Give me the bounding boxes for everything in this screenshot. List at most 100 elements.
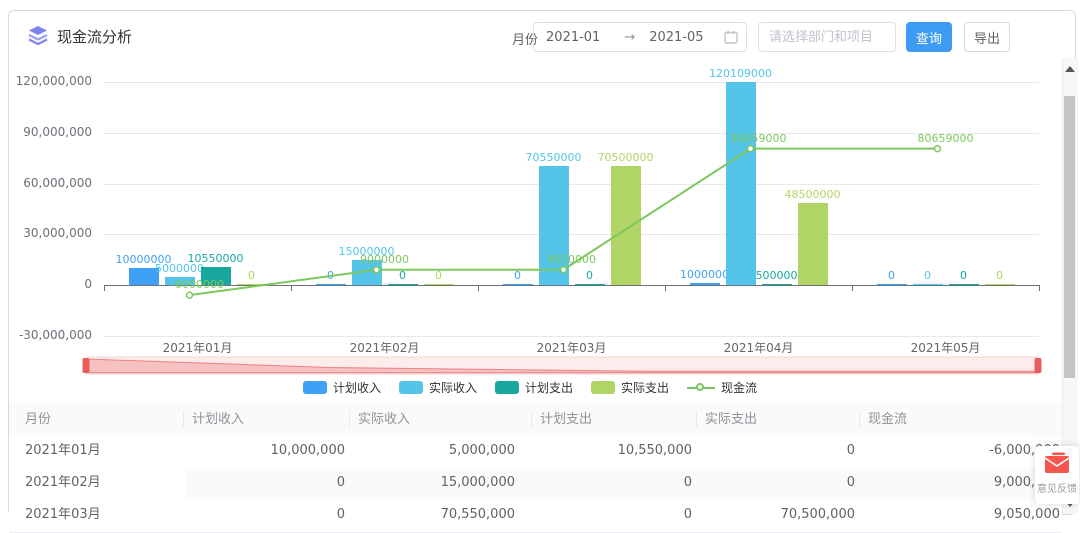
- bar-value-label: 10550000: [176, 252, 256, 265]
- cell-实际支出: 0: [695, 436, 855, 468]
- y-axis-tick-label: 0: [0, 277, 92, 291]
- x-axis-line: [104, 285, 1039, 286]
- line-value-label: 80659000: [906, 132, 986, 145]
- cell-实际支出: 0: [695, 468, 855, 500]
- legend-label: 现金流: [721, 379, 757, 396]
- bar-value-label: 70550000: [514, 151, 594, 164]
- bar-实际支出[interactable]: [424, 284, 454, 286]
- envelope-icon: [1044, 452, 1070, 474]
- cell-实际收入: 15,000,000: [355, 468, 515, 500]
- column-header-计划支出: 计划支出: [540, 403, 592, 436]
- bar-计划支出[interactable]: [575, 284, 605, 286]
- column-divider: [531, 411, 532, 428]
- legend-item-计划收入[interactable]: 计划收入: [303, 379, 381, 396]
- bar-实际支出[interactable]: [798, 203, 828, 285]
- legend-swatch: [399, 381, 423, 394]
- bar-计划支出[interactable]: [388, 284, 418, 286]
- legend-label: 实际支出: [621, 379, 669, 396]
- legend-label: 实际收入: [429, 379, 477, 396]
- line-value-label: 9000000: [345, 253, 425, 266]
- datazoom-track[interactable]: [86, 357, 1038, 374]
- cell-计划支出: 10,550,000: [532, 436, 692, 468]
- cell-实际收入: 70,550,000: [355, 500, 515, 532]
- legend-item-现金流[interactable]: 现金流: [687, 379, 757, 396]
- cell-计划支出: 0: [532, 500, 692, 532]
- legend-swatch: [303, 381, 327, 394]
- bar-value-label: 70500000: [586, 151, 666, 164]
- bar-实际收入[interactable]: [726, 82, 756, 285]
- gridline: [104, 234, 1039, 235]
- datazoom-left-handle[interactable]: [83, 358, 90, 373]
- y-axis-tick-label: -30,000,000: [0, 328, 92, 342]
- legend-swatch: [495, 381, 519, 394]
- bar-计划支出[interactable]: [949, 284, 979, 286]
- cell-实际支出: 70,500,000: [695, 500, 855, 532]
- legend-item-实际收入[interactable]: 实际收入: [399, 379, 477, 396]
- line-value-label: 80659000: [719, 132, 799, 145]
- x-axis-tick: [104, 285, 105, 291]
- line-point[interactable]: [935, 146, 941, 152]
- cell-现金流: 9,050,000: [900, 500, 1060, 532]
- y-axis-tick-label: 90,000,000: [0, 125, 92, 139]
- cell-月份: 2021年02月: [25, 468, 175, 500]
- x-axis-tick: [665, 285, 666, 291]
- legend-label: 计划收入: [333, 379, 381, 396]
- column-divider: [696, 411, 697, 428]
- legend-label: 计划支出: [525, 379, 573, 396]
- datazoom-data-shadow: [86, 359, 1038, 373]
- legend-swatch: [591, 381, 615, 394]
- column-header-实际支出: 实际支出: [705, 403, 757, 436]
- y-axis-tick-label: 60,000,000: [0, 176, 92, 190]
- feedback-label: 意见反馈: [1035, 480, 1079, 495]
- gridline: [104, 336, 1039, 337]
- column-header-现金流: 现金流: [868, 403, 907, 436]
- gridline: [104, 184, 1039, 185]
- gridline: [104, 133, 1039, 134]
- x-axis-category-label: 2021年05月: [886, 339, 1006, 356]
- bar-实际收入[interactable]: [539, 166, 569, 285]
- bar-计划收入[interactable]: [877, 284, 907, 286]
- cell-计划收入: 0: [185, 468, 345, 500]
- bar-计划支出[interactable]: [762, 284, 792, 286]
- x-axis-tick: [291, 285, 292, 291]
- cell-月份: 2021年01月: [25, 436, 175, 468]
- x-axis-tick: [852, 285, 853, 291]
- datazoom-right-handle[interactable]: [1035, 358, 1042, 373]
- legend-item-实际支出[interactable]: 实际支出: [591, 379, 669, 396]
- cell-月份: 2021年03月: [25, 500, 175, 532]
- bar-计划收入[interactable]: [316, 284, 346, 286]
- bar-value-label: 0: [399, 269, 479, 282]
- column-divider: [183, 411, 184, 428]
- bar-value-label: 48500000: [773, 188, 853, 201]
- bar-实际收入[interactable]: [913, 284, 943, 286]
- column-header-月份: 月份: [25, 403, 51, 436]
- column-divider: [859, 411, 860, 428]
- cell-计划收入: 0: [185, 500, 345, 532]
- bar-实际支出[interactable]: [611, 166, 641, 285]
- legend-item-计划支出[interactable]: 计划支出: [495, 379, 573, 396]
- x-axis-category-label: 2021年01月: [138, 339, 258, 356]
- chart-legend: 计划收入 实际收入 计划支出 实际支出 现金流: [0, 379, 1060, 396]
- bar-实际支出[interactable]: [237, 284, 267, 286]
- scrollbar-thumb[interactable]: [1064, 96, 1075, 378]
- scroll-up-icon[interactable]: [1065, 66, 1075, 72]
- feedback-widget[interactable]: 意见反馈: [1035, 446, 1079, 504]
- line-value-label: -6000000: [158, 278, 238, 291]
- y-axis-tick-label: 120,000,000: [0, 74, 92, 88]
- column-divider: [349, 411, 350, 428]
- line-point[interactable]: [187, 292, 193, 298]
- cell-计划收入: 10,000,000: [185, 436, 345, 468]
- legend-line-icon: [687, 381, 715, 394]
- x-axis-category-label: 2021年04月: [699, 339, 819, 356]
- x-axis-category-label: 2021年02月: [325, 339, 445, 356]
- x-axis-tick: [1039, 285, 1040, 291]
- y-axis-tick-label: 30,000,000: [0, 226, 92, 240]
- column-header-实际收入: 实际收入: [358, 403, 410, 436]
- bar-计划收入[interactable]: [690, 283, 720, 285]
- bar-实际支出[interactable]: [985, 284, 1015, 286]
- bar-value-label: 120109000: [701, 67, 781, 80]
- bar-计划收入[interactable]: [503, 284, 533, 286]
- table-header-row: 月份计划收入实际收入计划支出实际支出现金流: [9, 403, 1062, 436]
